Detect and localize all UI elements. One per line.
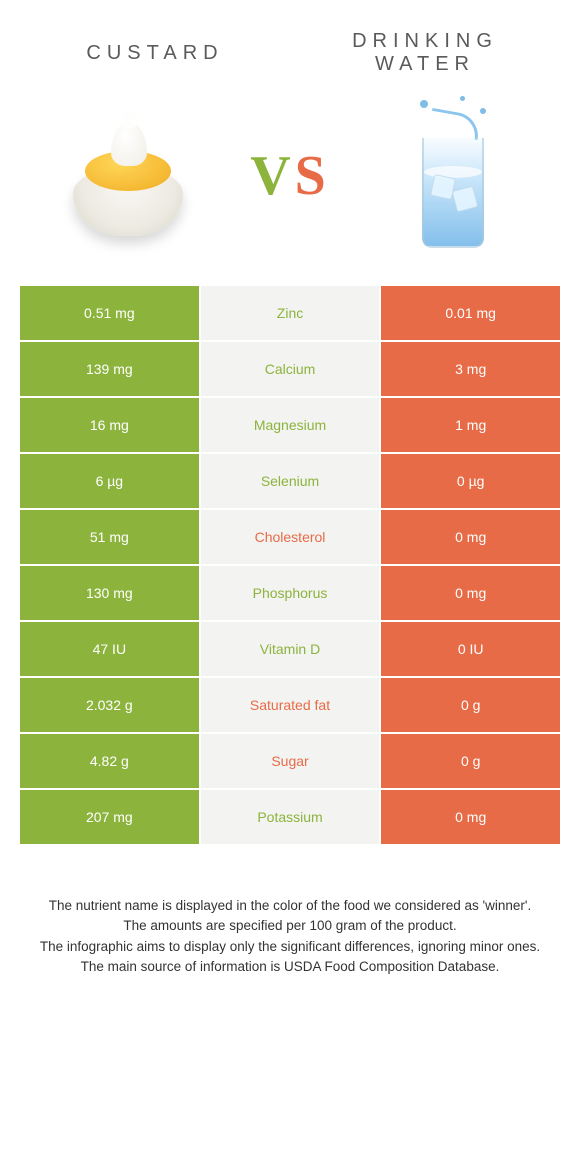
right-value-cell: 0 µg xyxy=(381,454,560,510)
table-row: 207 mgPotassium0 mg xyxy=(20,790,560,846)
nutrient-label-cell: Magnesium xyxy=(201,398,382,454)
right-value-cell: 0 mg xyxy=(381,566,560,622)
right-value-cell: 3 mg xyxy=(381,342,560,398)
left-value-cell: 6 µg xyxy=(20,454,201,510)
right-value-cell: 0 mg xyxy=(381,790,560,846)
vs-label: VS xyxy=(250,144,330,208)
right-value-cell: 0 IU xyxy=(381,622,560,678)
table-row: 47 IUVitamin D0 IU xyxy=(20,622,560,678)
right-value-cell: 1 mg xyxy=(381,398,560,454)
table-row: 51 mgCholesterol0 mg xyxy=(20,510,560,566)
table-row: 16 mgMagnesium1 mg xyxy=(20,398,560,454)
water-image xyxy=(377,96,527,256)
left-value-cell: 51 mg xyxy=(20,510,201,566)
right-value-cell: 0 mg xyxy=(381,510,560,566)
table-row: 0.51 mgZinc0.01 mg xyxy=(20,286,560,342)
left-value-cell: 4.82 g xyxy=(20,734,201,790)
right-value-cell: 0.01 mg xyxy=(381,286,560,342)
custard-image xyxy=(53,96,203,256)
nutrient-label-cell: Saturated fat xyxy=(201,678,382,734)
left-value-cell: 207 mg xyxy=(20,790,201,846)
comparison-table: 0.51 mgZinc0.01 mg139 mgCalcium3 mg16 mg… xyxy=(20,286,560,846)
table-row: 139 mgCalcium3 mg xyxy=(20,342,560,398)
header-row: CUSTARD DRINKING WATER xyxy=(0,0,580,86)
footer-line: The amounts are specified per 100 gram o… xyxy=(30,916,550,936)
nutrient-label-cell: Potassium xyxy=(201,790,382,846)
nutrient-label-cell: Sugar xyxy=(201,734,382,790)
vs-v-letter: V xyxy=(250,145,294,207)
right-food-title: DRINKING WATER xyxy=(317,30,533,76)
nutrient-label-cell: Selenium xyxy=(201,454,382,510)
nutrient-label-cell: Vitamin D xyxy=(201,622,382,678)
left-value-cell: 130 mg xyxy=(20,566,201,622)
nutrient-label-cell: Cholesterol xyxy=(201,510,382,566)
nutrient-label-cell: Zinc xyxy=(201,286,382,342)
footer-line: The infographic aims to display only the… xyxy=(30,937,550,957)
left-value-cell: 0.51 mg xyxy=(20,286,201,342)
left-value-cell: 2.032 g xyxy=(20,678,201,734)
footer-line: The nutrient name is displayed in the co… xyxy=(30,896,550,916)
table-row: 130 mgPhosphorus0 mg xyxy=(20,566,560,622)
right-value-cell: 0 g xyxy=(381,678,560,734)
left-value-cell: 16 mg xyxy=(20,398,201,454)
nutrient-label-cell: Phosphorus xyxy=(201,566,382,622)
images-row: VS xyxy=(0,86,580,286)
left-value-cell: 47 IU xyxy=(20,622,201,678)
left-value-cell: 139 mg xyxy=(20,342,201,398)
table-row: 6 µgSelenium0 µg xyxy=(20,454,560,510)
vs-s-letter: S xyxy=(295,145,330,207)
nutrient-label-cell: Calcium xyxy=(201,342,382,398)
table-row: 2.032 gSaturated fat0 g xyxy=(20,678,560,734)
table-row: 4.82 gSugar0 g xyxy=(20,734,560,790)
left-food-title: CUSTARD xyxy=(47,42,263,65)
footer-line: The main source of information is USDA F… xyxy=(30,957,550,977)
right-value-cell: 0 g xyxy=(381,734,560,790)
footer-notes: The nutrient name is displayed in the co… xyxy=(0,846,580,997)
